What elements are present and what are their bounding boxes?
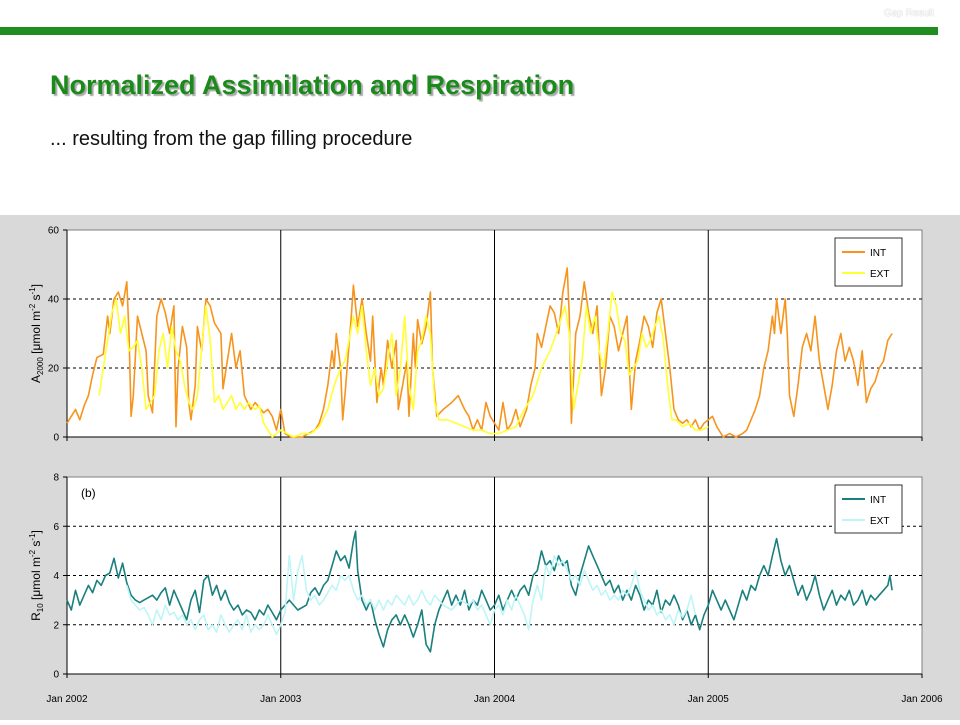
x-tick-label: Jan 2005 (688, 694, 730, 705)
chart-svg: 0 20 40 60 A2000 [μmol m-2 s-1] INT EXT 0 2 4 6 8 R1… (28, 226, 943, 706)
y-tick-label: 60 (48, 226, 60, 237)
slide-title: Normalized Assimilation and Respiration (50, 70, 575, 100)
x-tick-label: Jan 2004 (474, 694, 516, 705)
y-tick-label: 20 (48, 364, 60, 375)
x-tick-label: Jan 2006 (901, 694, 943, 705)
header-accent-bar (0, 27, 938, 35)
x-tick-label: Jan 2002 (46, 694, 88, 705)
legend-label-ext: EXT (870, 516, 889, 527)
legend-label-ext: EXT (870, 269, 889, 280)
y-tick-label: 0 (53, 670, 59, 681)
series-line-ext (126, 554, 697, 636)
legend-box (834, 237, 903, 287)
y-tick-label: 6 (53, 522, 59, 533)
panel-label: (b) (81, 486, 96, 500)
legend-box (834, 484, 903, 534)
series-line-int (66, 530, 893, 653)
chart-panel: 0 20 40 60 A2000 [μmol m-2 s-1] INT EXT 0 2 4 6 8 R1… (0, 215, 960, 720)
slide-subtitle: ... resulting from the gap filling proce… (50, 128, 413, 150)
y-tick-label: 0 (53, 433, 59, 444)
y-axis-title: A2000 [μmol m-2 s-1] (28, 284, 45, 383)
legend-label-int: INT (870, 248, 886, 259)
y-tick-label: 40 (48, 295, 60, 306)
y-axis-title: R10 [μmol m-2 s-1] (28, 530, 45, 621)
series-line-ext (98, 291, 709, 438)
x-tick-label: Jan 2003 (260, 694, 302, 705)
y-tick-label: 4 (53, 571, 59, 582)
y-tick-label: 2 (53, 620, 59, 631)
y-tick-label: 8 (53, 473, 59, 484)
slide-corner-label: Gap Result (883, 8, 934, 19)
legend-label-int: INT (870, 495, 886, 506)
